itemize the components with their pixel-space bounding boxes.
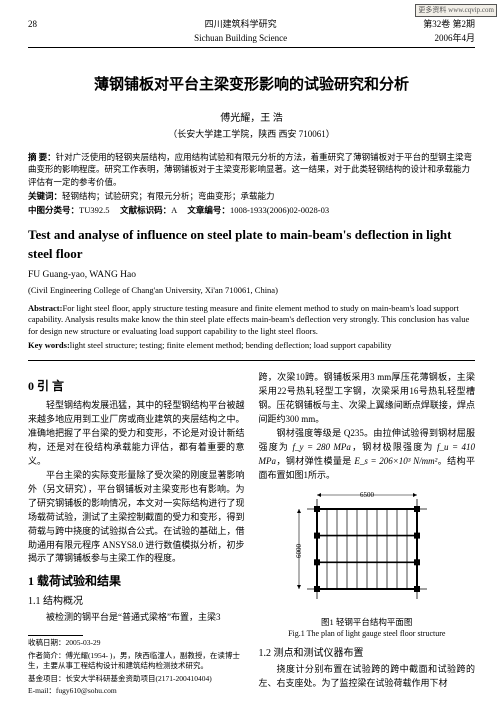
abstract-text-en: For light steel floor, apply structure t… [28,303,469,337]
abstract-label-cn: 摘 要： [28,152,56,162]
authors-cn: 傅光耀，王 浩 [28,111,475,126]
watermark: 更多资料 www.cqvip.com [415,4,497,17]
doccode-text: A [171,205,177,215]
section-1-heading: 1 载荷试验和结果 [28,572,245,590]
abstract-label-en: Abstract: [28,303,62,313]
intro-para-1: 轻型钢结构发展迅猛，其中的轻型钢结构平台被越来越多地应用到工业厂房或商业建筑的夹… [28,399,245,469]
volume-issue: 第32卷 第2期 [423,18,475,32]
section-1-2-heading: 1.2 测点和测试仪器布置 [259,646,476,661]
rp2-c: ，钢材弹性模量是 [276,456,354,466]
footnote-rule [28,635,83,636]
doccode-label: 文献标识码： [120,205,171,215]
figure-1-caption-en: Fig.1 The plan of light gauge steel floo… [259,628,476,640]
keywords-text-cn: 轻钢结构；试验研究；有限元分析；弯曲变形；承载能力 [62,191,275,201]
rp2-b: ，钢材极限强度为 [351,442,437,452]
codes-row: 中图分类号：TU392.5 文献标识码：A 文章编号：1008-1933(200… [28,204,475,216]
authors-en: FU Guang-yao, WANG Hao [28,268,475,282]
section-1-1-heading: 1.1 结构概况 [28,594,245,609]
affiliation-cn: （长安大学建工学院，陕西 西安 710061） [28,128,475,142]
abstract-cn: 摘 要：针对广泛使用的轻钢夹层结构，应用结构试验和有限元分析的方法，着重研究了薄… [28,151,475,188]
abstract-en: Abstract:For light steel floor, apply st… [28,303,475,339]
keywords-en: Key words:light steel structure; testing… [28,340,475,352]
clc-text: TU392.5 [79,205,109,215]
articleid-text: 1008-1933(2006)02-0028-03 [230,205,329,215]
keywords-label-en: Key words: [28,340,70,350]
section-1-1-para: 被检测的钢平台是“普通式梁格”布置，主梁3 [28,611,245,625]
left-column: 0 引 言 轻型钢结构发展迅猛，其中的轻型钢结构平台被越来越多地应用到工业厂房或… [28,371,245,697]
article-title-cn: 薄钢铺板对平台主梁变形影响的试验研究和分析 [28,74,475,97]
footnote-email: E-mail：fugy610@sohu.com [28,686,245,697]
journal-name-en: Sichuan Building Science [58,32,423,46]
keywords-label-cn: 关键词： [28,191,62,201]
article-title-en: Test and analyse of influence on steel p… [28,225,475,264]
footnote-author: 作者简介：傅光耀(1954- )，男，陕西临潼人，副教授，在读博士生，主要从事工… [28,651,245,672]
keywords-text-en: light steel structure; testing; finite e… [70,340,392,350]
articleid-label: 文章编号： [187,205,230,215]
footnote-fund: 基金项目：长安大学科研基金资助项目(2171-200410404) [28,674,245,685]
rp2-E: E_s = 206×10³ N/mm² [354,456,437,466]
page: 更多资料 www.cqvip.com 28 四川建筑科学研究 Sichuan B… [0,0,503,707]
divider-rule [28,360,475,361]
abstract-text-cn: 针对广泛使用的轻钢夹层结构，应用结构试验和有限元分析的方法，着重研究了薄钢铺板对… [28,152,472,187]
rp2-fy: f_y = 280 MPa [293,442,351,452]
body-columns: 0 引 言 轻型钢结构发展迅猛，其中的轻型钢结构平台被越来越多地应用到工业厂房或… [28,371,475,697]
right-para-1: 跨，次梁10跨。钢铺板采用3 mm厚压花薄钢板，主梁采用22号热轧轻型工字钢，次… [259,371,476,427]
figure-1: 6500 6000 图1 轻钢平台结构平面图 Fig. [259,489,476,641]
journal-name-cn: 四川建筑科学研究 [58,18,423,32]
figure-1-plan: 6500 6000 [287,489,447,609]
page-number: 28 [28,18,58,45]
issue-date: 2006年4月 [423,32,475,46]
page-header: 28 四川建筑科学研究 Sichuan Building Science 第32… [28,18,475,48]
section-1-2-para: 挠度计分别布置在试验跨的跨中截面和试验跨的左、右支座处。为了监控梁在试验荷载作用… [259,663,476,691]
right-para-2: 钢材强度等级是 Q235。由拉伸试验得到钢材屈服强度为 f_y = 280 MP… [259,427,476,483]
keywords-cn: 关键词：轻钢结构；试验研究；有限元分析；弯曲变形；承载能力 [28,190,475,202]
affiliation-en: (Civil Engineering College of Chang'an U… [28,284,475,297]
section-0-heading: 0 引 言 [28,377,245,395]
figure-1-caption-cn: 图1 轻钢平台结构平面图 [259,616,476,629]
intro-para-2: 平台主梁的实际变形量除了受次梁的刚度显著影响外（另文研究），平台钢铺板对主梁变形… [28,469,245,567]
clc-label: 中图分类号： [28,205,79,215]
right-column: 跨，次梁10跨。钢铺板采用3 mm厚压花薄钢板，主梁采用22号热轧轻型工字钢，次… [259,371,476,697]
floor-plan-svg: 6500 6000 [287,489,447,609]
footnote-date: 收稿日期：2005-03-29 [28,638,245,649]
